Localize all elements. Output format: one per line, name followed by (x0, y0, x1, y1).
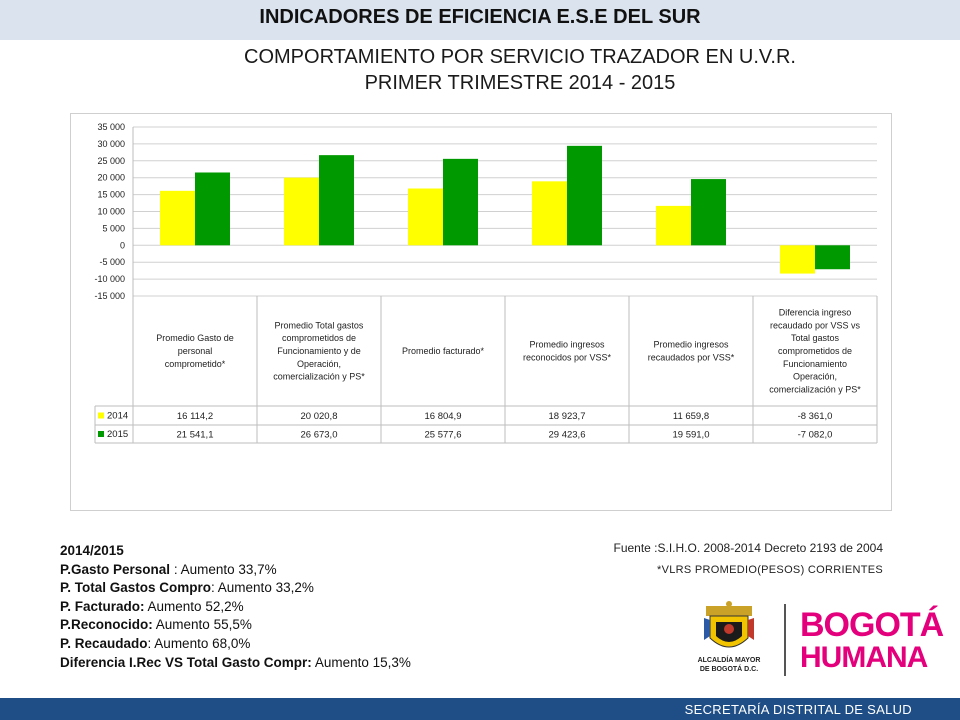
chart-subtitle-line2: PRIMER TRIMESTRE 2014 - 2015 (364, 72, 676, 94)
data-label: 16 804,9 (425, 411, 462, 422)
note-value: : Aumento 33,7% (170, 561, 277, 577)
category-label: personal (178, 346, 213, 356)
footer-text: SECRETARÍA DISTRITAL DE SALUD (684, 702, 912, 717)
legend-label: 2015 (107, 429, 128, 440)
note-item: Diferencia I.Rec VS Total Gasto Compr: A… (60, 654, 411, 673)
alcaldia-line1: ALCALDÍA MAYOR (697, 657, 761, 664)
note-value: : Aumento 68,0% (147, 635, 251, 651)
category-label: Funcionamiento y de (277, 346, 361, 356)
data-label: 21 541,1 (177, 430, 214, 441)
note-label: P. Total Gastos Compro (60, 580, 212, 596)
legend-swatch-2015 (98, 431, 104, 437)
bar-2014-2 (284, 177, 319, 246)
note-label: P.Gasto Personal (60, 561, 171, 577)
note-item: P. Total Gastos Compro: Aumento 33,2% (60, 579, 411, 598)
y-tick-label: 15 000 (97, 190, 125, 200)
category-label: comprometidos de (778, 346, 852, 356)
data-label: 20 020,8 (301, 411, 338, 422)
note-value: Aumento 52,2% (144, 598, 244, 614)
variation-notes: 2014/2015 P.Gasto Personal : Aumento 33,… (60, 542, 411, 672)
footer-bar (0, 698, 960, 720)
category-label: comercialización y PS* (273, 372, 365, 382)
bar-2014-3 (408, 188, 443, 246)
note-value: : Aumento 33,2% (211, 580, 314, 596)
alcaldia-line2: DE BOGOTÁ D.C. (699, 666, 759, 673)
y-tick-label: 0 (120, 240, 125, 250)
category-label: Promedio Gasto de (156, 333, 234, 343)
category-label: Funcionamiento (783, 359, 847, 369)
category-label: Operación, (793, 372, 837, 382)
data-label: -8 361,0 (798, 411, 833, 422)
category-label: comercialización y PS* (769, 384, 861, 394)
y-tick-label: 20 000 (97, 173, 125, 183)
bar-2015-5 (691, 179, 726, 246)
note-item: P.Reconocido: Aumento 55,5% (60, 616, 411, 635)
y-tick-label: 35 000 (97, 122, 125, 132)
y-tick-label: -10 000 (94, 274, 125, 284)
logo-divider (784, 604, 786, 676)
category-label: comprometidos de (282, 333, 356, 343)
bar-2014-6 (780, 245, 815, 274)
page-title: INDICADORES DE EFICIENCIA E.S.E DEL SUR (259, 6, 701, 28)
bar-2015-1 (195, 172, 230, 246)
category-label: Promedio ingresos (653, 340, 729, 350)
category-label: Promedio ingresos (529, 340, 605, 350)
note-value: Aumento 55,5% (152, 617, 252, 633)
data-label: 11 659,8 (673, 411, 709, 422)
y-tick-label: -15 000 (94, 291, 125, 301)
bar-2015-4 (567, 145, 602, 246)
note-item: P. Recaudado: Aumento 68,0% (60, 635, 411, 654)
legend-swatch-2014 (98, 412, 104, 419)
note-label: P. Recaudado (60, 635, 148, 651)
data-label: 16 114,2 (177, 411, 213, 422)
category-label: recaudado por VSS vs (770, 320, 861, 330)
alcaldia-coat-of-arms-icon (704, 601, 754, 648)
bar-2014-4 (532, 181, 567, 246)
chart-subtitle: COMPORTAMIENTO POR SERVICIO TRAZADOR EN … (0, 44, 960, 96)
bogota-humana-logo-line1: BOGOTÁ (800, 606, 944, 644)
data-label: -7 082,0 (798, 430, 833, 441)
notes-list: P.Gasto Personal : Aumento 33,7% P. Total… (60, 561, 411, 673)
category-label: recaudados por VSS* (648, 352, 735, 362)
data-label: 19 591,0 (673, 430, 710, 441)
alcaldia-logo-text: ALCALDÍA MAYOR DE BOGOTÁ D.C. (690, 656, 768, 674)
category-label: Total gastos (791, 333, 840, 343)
bar-2015-3 (443, 158, 478, 246)
bogota-humana-logo-line2: HUMANA (800, 641, 928, 674)
category-label: Operación, (297, 359, 341, 369)
bar-chart: 35 000 30 000 25 000 20 000 15 000 10 000 5 00… (94, 122, 878, 444)
category-label: comprometido* (165, 359, 226, 369)
y-tick-label: 5 000 (102, 223, 125, 233)
legend-label: 2014 (107, 411, 128, 422)
data-label: 29 423,6 (549, 430, 586, 441)
data-label: 18 923,7 (549, 411, 586, 422)
note-label: P.Reconocido: (60, 617, 153, 633)
values-note: *VLRS PROMEDIO(PESOS) CORRIENTES (657, 564, 883, 576)
chart-subtitle-line1: COMPORTAMIENTO POR SERVICIO TRAZADOR EN … (244, 46, 796, 68)
note-label: P. Facturado: (60, 598, 145, 614)
note-value: Aumento 15,3% (311, 654, 411, 670)
note-label: Diferencia I.Rec VS Total Gasto Compr: (60, 654, 312, 670)
data-label: 25 577,6 (425, 430, 462, 441)
y-tick-label: 30 000 (97, 139, 125, 149)
y-tick-label: 25 000 (97, 156, 125, 166)
category-label: reconocidos por VSS* (523, 352, 612, 362)
title-band (0, 0, 960, 40)
y-tick-label: -5 000 (99, 257, 125, 267)
data-label: 26 673,0 (301, 430, 338, 441)
note-item: P. Facturado: Aumento 52,2% (60, 598, 411, 617)
y-tick-label: 10 000 (97, 207, 125, 217)
source-note: Fuente :S.I.H.O. 2008-2014 Decreto 2193 … (613, 541, 883, 555)
bar-2014-1 (160, 190, 195, 246)
bar-2015-2 (319, 155, 354, 246)
note-item: P.Gasto Personal : Aumento 33,7% (60, 561, 411, 580)
category-label: Promedio Total gastos (275, 320, 364, 330)
category-label: Promedio facturado* (402, 346, 485, 356)
notes-heading: 2014/2015 (60, 543, 124, 558)
bar-2014-5 (656, 205, 691, 246)
category-label: Diferencia ingreso (779, 308, 852, 318)
bar-2015-6 (815, 245, 850, 270)
